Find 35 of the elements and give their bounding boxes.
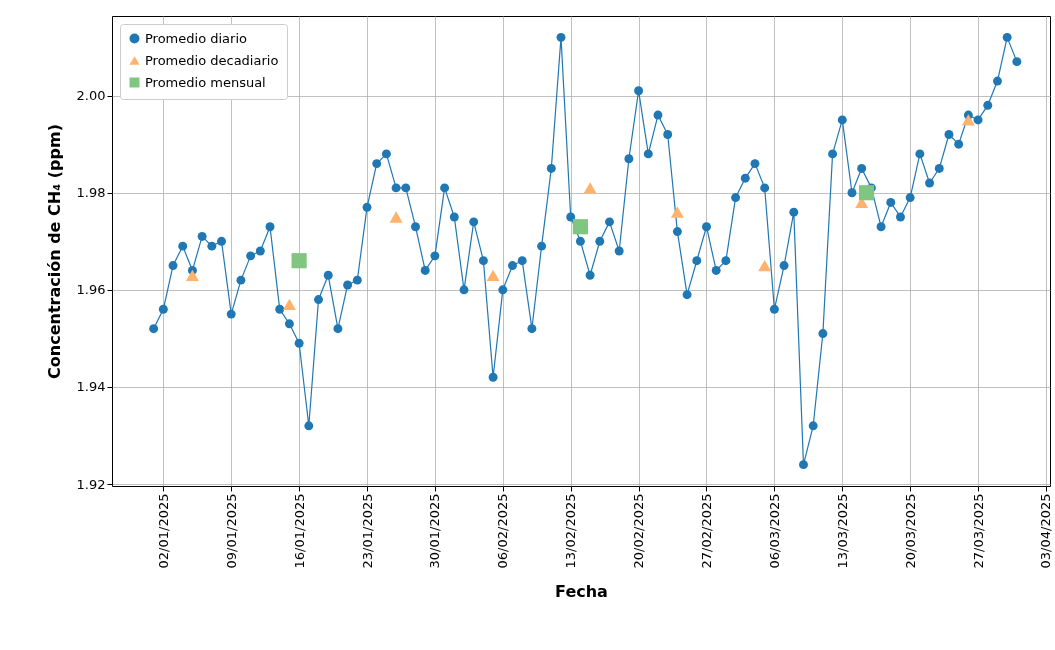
- point: [389, 211, 403, 223]
- x-axis-title: Fecha: [555, 582, 608, 602]
- x-tick-label: 06/03/2025: [766, 493, 782, 569]
- legend-label: Promedio mensual: [145, 74, 266, 90]
- x-tick-label: 20/02/2025: [631, 493, 647, 569]
- x-tick-label: 20/03/2025: [902, 493, 918, 569]
- point: [583, 182, 597, 194]
- y-tick-label: 1.98: [76, 185, 106, 201]
- point: [758, 259, 772, 272]
- y-tick-label: 1.94: [76, 379, 106, 395]
- y-axis-title: Concentración de CH₄ (ppm): [44, 124, 64, 379]
- y-tick-label: 1.92: [76, 476, 106, 492]
- x-tick-label: 30/01/2025: [427, 493, 443, 569]
- y-tick-label: 1.96: [76, 282, 106, 298]
- x-tick-label: 03/04/2025: [1038, 493, 1054, 569]
- point: [572, 219, 588, 235]
- x-tick-label: 06/02/2025: [495, 493, 511, 569]
- x-tick-label: 13/02/2025: [563, 493, 579, 569]
- point: [961, 114, 975, 126]
- x-tick-label: 09/01/2025: [223, 493, 239, 569]
- point: [858, 185, 875, 201]
- x-tick-label: 16/01/2025: [291, 493, 307, 569]
- point: [670, 206, 684, 218]
- point: [486, 269, 500, 281]
- legend-label: Promedio diario: [145, 30, 248, 46]
- legend-label: Promedio decadiario: [145, 52, 279, 68]
- x-tick-label: 27/02/2025: [698, 493, 714, 569]
- x-tick-label: 02/01/2025: [155, 493, 171, 569]
- x-tick-label: 27/03/2025: [970, 493, 986, 569]
- x-tick-label: 13/03/2025: [834, 493, 850, 569]
- point: [291, 253, 307, 269]
- point: [185, 269, 199, 281]
- x-tick-label: 23/01/2025: [359, 493, 375, 569]
- point: [282, 298, 296, 311]
- y-tick-label: 2.00: [76, 88, 106, 104]
